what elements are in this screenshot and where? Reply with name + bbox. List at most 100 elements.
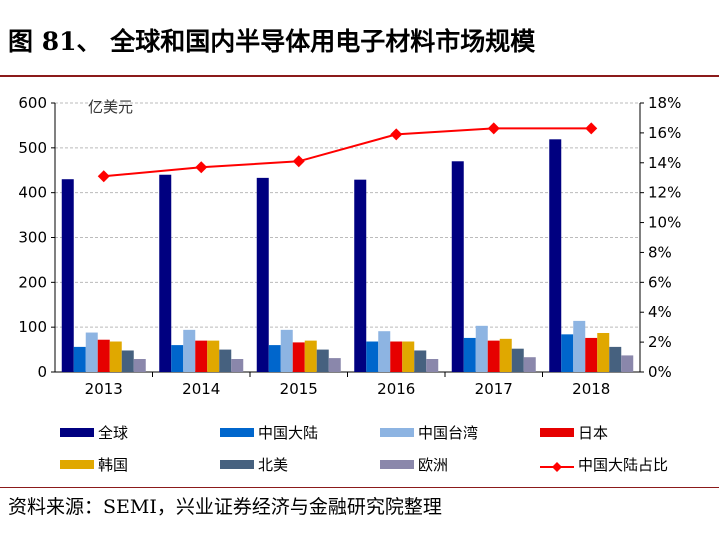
figure-title: 图 81、 全球和国内半导体用电子材料市场规模 [8, 27, 536, 56]
legend-swatch [380, 460, 414, 469]
bar-中国大陆 [463, 337, 476, 372]
bar-欧洲 [621, 355, 634, 372]
x-tick-label: 2013 [85, 380, 123, 398]
legend-label: 欧洲 [418, 456, 449, 474]
x-tick-label: 2014 [182, 380, 220, 398]
y-tick-label: 0 [37, 363, 47, 381]
legend-item: 中国台湾 [380, 422, 478, 443]
legend-label: 北美 [258, 456, 289, 474]
legend-item: 中国大陆占比 [540, 454, 668, 475]
x-tick-label: 2016 [377, 380, 415, 398]
bar-中国大陆 [366, 341, 379, 372]
title-rule [0, 75, 719, 77]
legend-swatch [60, 428, 94, 437]
x-tick-label: 2017 [475, 380, 513, 398]
line-marker [487, 122, 500, 135]
bar-中国台湾 [280, 329, 293, 372]
source-note: 资料来源：SEMI，兴业证券经济与金融研究院整理 [8, 496, 442, 518]
bar-中国大陆 [171, 345, 184, 372]
bar-欧洲 [328, 358, 341, 372]
legend-swatch [380, 428, 414, 437]
bar-中国台湾 [475, 325, 488, 372]
bar-北美 [121, 350, 134, 372]
chart: 0 100 200 300 400 500 600 0% 2% 4% 6% 8% 10% 12% 14% 16… [18, 94, 681, 398]
bar-日本 [97, 339, 110, 372]
y-tick-label: 300 [18, 229, 47, 247]
x-tick-label: 2018 [572, 380, 610, 398]
legend-swatch [220, 428, 254, 437]
bar-中国台湾 [183, 329, 196, 372]
legend-item: 北美 [220, 454, 288, 475]
bar-全球 [256, 177, 269, 372]
bar-中国台湾 [573, 320, 586, 372]
bar-日本 [292, 342, 305, 372]
bar-韩国 [499, 338, 512, 372]
unit-label: 亿美元 [88, 98, 133, 116]
bar-全球 [451, 161, 464, 372]
y2-tick-label: 18% [648, 94, 681, 112]
bar-韩国 [304, 340, 317, 372]
legend-label: 韩国 [98, 456, 129, 474]
y-tick-label: 400 [18, 184, 47, 202]
line-series [103, 127, 592, 178]
bar-北美 [219, 349, 232, 372]
bar-欧洲 [133, 358, 146, 372]
y2-tick-label: 14% [648, 154, 681, 172]
legend-swatch [540, 428, 574, 437]
legend-label: 日本 [578, 424, 609, 442]
legend-label: 中国大陆 [258, 424, 319, 442]
bar-欧洲 [231, 358, 244, 372]
bar-中国大陆 [73, 346, 86, 372]
line-marker [292, 155, 305, 168]
bar-北美 [414, 350, 427, 372]
legend-label: 中国台湾 [418, 424, 479, 442]
bar-日本 [390, 341, 403, 372]
legend-swatch [540, 459, 574, 472]
bar-北美 [316, 349, 329, 372]
y2-tick-label: 8% [648, 243, 672, 261]
y2-tick-label: 6% [648, 273, 672, 291]
line-marker [390, 128, 403, 141]
y2-tick-label: 10% [648, 214, 681, 232]
legend-item: 韩国 [60, 454, 128, 475]
y2-tick-label: 4% [648, 303, 672, 321]
bar-北美 [511, 348, 524, 372]
y-tick-label: 100 [18, 318, 47, 336]
line-marker [97, 170, 110, 183]
y-tick-label: 500 [18, 139, 47, 157]
legend-swatch [220, 460, 254, 469]
bar-韩国 [597, 332, 610, 372]
bar-全球 [159, 174, 172, 372]
source-rule [0, 487, 719, 488]
line-marker [195, 161, 208, 174]
bar-全球 [354, 179, 367, 372]
line-marker [585, 122, 598, 135]
bar-日本 [487, 340, 500, 372]
y-tick-label: 200 [18, 273, 47, 291]
bar-韩国 [402, 341, 415, 372]
bar-中国台湾 [378, 331, 391, 372]
bar-日本 [585, 337, 598, 372]
bar-韩国 [207, 340, 220, 372]
y2-tick-label: 2% [648, 333, 672, 351]
legend-item: 全球 [60, 422, 128, 443]
y2-tick-label: 16% [648, 124, 681, 142]
bar-日本 [195, 340, 208, 372]
x-tick-label: 2015 [280, 380, 318, 398]
bar-全球 [61, 179, 74, 372]
bar-欧洲 [523, 357, 536, 372]
legend-label: 中国大陆占比 [578, 456, 669, 474]
bar-韩国 [109, 341, 122, 372]
bar-全球 [549, 139, 562, 372]
legend-item: 欧洲 [380, 454, 448, 475]
y-tick-label: 600 [18, 94, 47, 112]
y2-tick-label: 0% [648, 363, 672, 381]
bar-中国台湾 [85, 332, 98, 372]
bar-中国大陆 [561, 334, 574, 372]
bar-欧洲 [426, 358, 439, 372]
legend-item: 中国大陆 [220, 422, 318, 443]
legend-swatch [60, 460, 94, 469]
legend-label: 全球 [98, 424, 129, 442]
bar-北美 [609, 346, 622, 372]
legend-item: 日本 [540, 422, 608, 443]
